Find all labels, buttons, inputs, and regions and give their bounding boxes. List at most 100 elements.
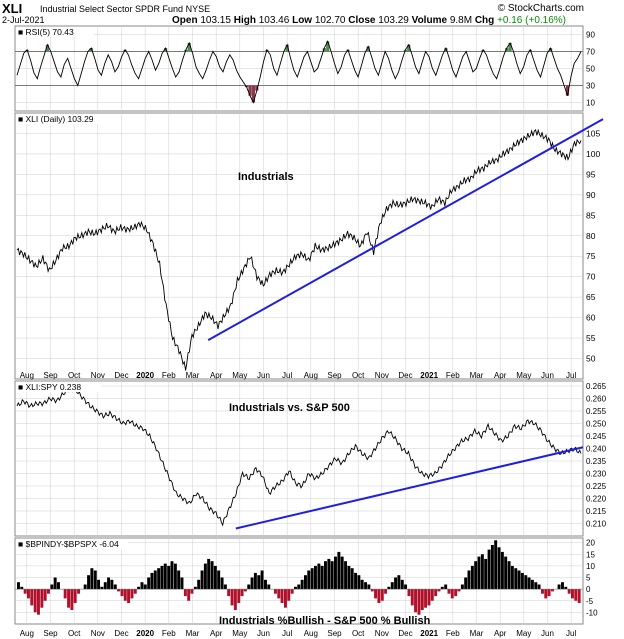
x-tick-label: 2021 <box>420 371 438 380</box>
breadth-bar <box>557 584 561 590</box>
breadth-bar <box>27 589 30 599</box>
panel-price: 50 55 60 65 70 75 80 85 90 95 100 105 Industrials ■ X… <box>14 112 604 380</box>
breadth-bar <box>113 584 117 590</box>
open-label: Open <box>172 15 198 26</box>
x-tick-label: Oct <box>352 371 365 380</box>
breadth-tick-label: 5 <box>586 574 591 583</box>
breadth-bar <box>180 577 184 590</box>
breadth-bar <box>240 589 244 597</box>
breadth-bar <box>133 589 137 594</box>
x-tick-label: May <box>516 371 531 380</box>
x-tick-label: Mar <box>186 371 200 380</box>
quote-line: Open 103.15 High 103.46 Low 102.70 Close… <box>172 15 566 26</box>
breadth-bar <box>357 575 361 590</box>
breadth-bar <box>23 589 27 594</box>
breadth-bar <box>317 563 321 590</box>
ratio-tick-label: 0.230 <box>586 470 607 479</box>
close-value: 103.29 <box>378 15 409 26</box>
breadth-bar <box>103 582 107 590</box>
ratio-tick-label: 0.265 <box>586 382 607 391</box>
rsi-overbought-fill <box>163 48 168 52</box>
breadth-bar <box>541 589 544 594</box>
breadth-bar <box>183 589 187 597</box>
x-tick-label: Sep <box>327 629 342 638</box>
breadth-bar <box>524 575 528 590</box>
price-tick-label: 90 <box>586 190 596 200</box>
breadth-bar <box>487 549 491 590</box>
breadth-bar <box>334 556 337 590</box>
breadth-bar <box>53 577 57 590</box>
open-value: 103.15 <box>200 15 231 26</box>
breadth-bar <box>97 579 101 590</box>
breadth-bar <box>264 579 267 590</box>
breadth-bar <box>400 579 404 590</box>
breadth-bar <box>514 568 518 590</box>
breadth-bar <box>304 575 307 590</box>
breadth-bar <box>193 586 197 590</box>
breadth-bar <box>253 572 257 590</box>
low-label: Low <box>292 15 313 26</box>
x-tick-label: Dec <box>398 629 412 638</box>
breadth-legend: ■ $BPINDY-$BPSPX -6.04 <box>18 539 119 549</box>
copyright-notice[interactable]: © StockCharts.com <box>497 3 584 14</box>
ratio-legend: ■ XLI:SPY 0.238 <box>18 382 81 392</box>
x-tick-label: Feb <box>162 629 176 638</box>
breadth-bar <box>107 577 111 590</box>
breadth-tick-label: 15 <box>586 550 595 559</box>
breadth-bar <box>220 577 224 590</box>
breadth-bar <box>370 589 374 592</box>
breadth-bar <box>330 561 334 590</box>
breadth-bar <box>267 584 271 590</box>
x-tick-label: Mar <box>470 629 484 638</box>
breadth-bar <box>547 589 551 597</box>
x-tick-label: Apr <box>494 629 507 638</box>
breadth-tick-label: 20 <box>586 539 595 548</box>
breadth-bar <box>507 561 511 590</box>
breadth-bar <box>237 589 241 603</box>
price-tick-label: 55 <box>586 333 596 343</box>
price-tick-label: 105 <box>586 128 600 138</box>
rsi-overbought-fill <box>187 43 191 52</box>
ticker-symbol: XLI <box>2 1 23 16</box>
breadth-bar <box>30 589 34 606</box>
breadth-bar <box>327 558 331 590</box>
breadth-bar <box>434 589 438 597</box>
breadth-bar <box>190 589 194 594</box>
x-tick-label: Nov <box>91 371 105 380</box>
breadth-bar <box>380 589 384 601</box>
breadth-bar <box>344 561 348 590</box>
breadth-bar <box>474 561 478 590</box>
breadth-bar <box>397 575 401 590</box>
breadth-bar <box>40 589 44 608</box>
breadth-bar <box>450 589 454 599</box>
x-tick-label: Sep <box>327 371 342 380</box>
breadth-bar <box>484 558 488 590</box>
x-tick-label: Dec <box>114 629 128 638</box>
breadth-tick-label: 10 <box>586 562 595 571</box>
breadth-bar <box>150 572 154 590</box>
breadth-bar <box>187 589 191 601</box>
price-tick-label: 60 <box>586 313 596 323</box>
breadth-bar <box>464 577 468 590</box>
breadth-tick-label: -10 <box>586 608 598 617</box>
breadth-bar <box>460 584 464 590</box>
x-tick-label: Nov <box>375 629 389 638</box>
breadth-bar <box>354 572 358 590</box>
breadth-bar <box>230 589 234 606</box>
breadth-bar <box>290 589 294 594</box>
breadth-bar <box>203 563 207 590</box>
breadth-bar <box>347 565 351 590</box>
breadth-bar <box>227 589 231 597</box>
breadth-annotation: Industrials %Bullish - S&P 500 % Bullish <box>219 615 431 627</box>
breadth-bar <box>33 589 37 613</box>
x-tick-label: Aug <box>20 371 34 380</box>
breadth-bar <box>277 589 281 599</box>
breadth-bar <box>223 584 227 590</box>
breadth-bar <box>160 565 164 590</box>
x-tick-label: Sep <box>43 371 58 380</box>
x-tick-label: 2020 <box>136 371 154 380</box>
ratio-tick-label: 0.225 <box>586 482 607 491</box>
breadth-bar <box>217 570 221 590</box>
ratio-tick-label: 0.235 <box>586 457 607 466</box>
